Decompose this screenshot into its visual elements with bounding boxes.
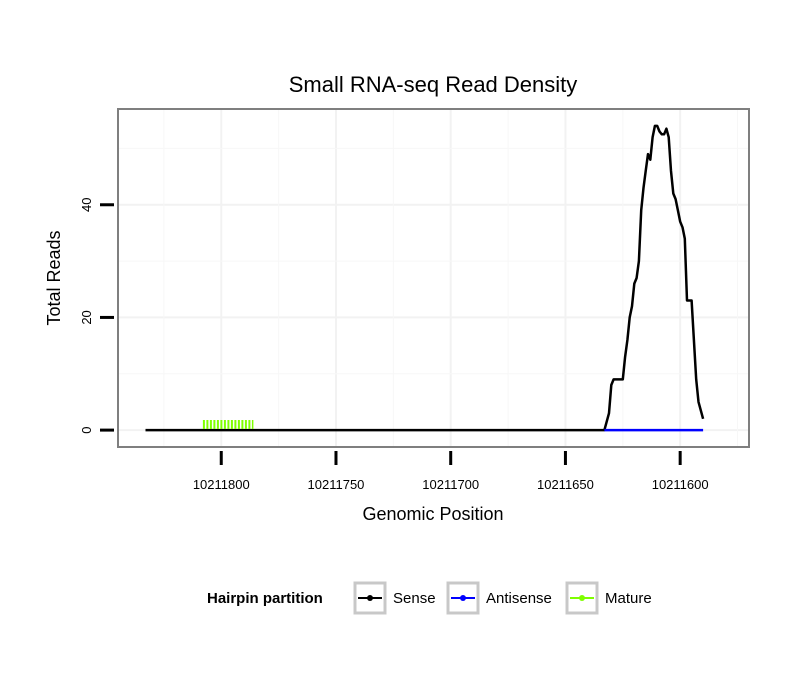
series-sense — [145, 124, 705, 432]
legend-label-antisense: Antisense — [486, 590, 552, 607]
x-tick-label: 10211750 — [308, 477, 365, 492]
legend-key-point-mature — [579, 595, 585, 601]
y-axis-title: Total Reads — [44, 230, 64, 325]
legend-title: Hairpin partition — [207, 590, 323, 607]
legend-label-sense: Sense — [393, 590, 436, 607]
x-tick-label: 10211800 — [193, 477, 250, 492]
x-tick-label: 10211650 — [537, 477, 594, 492]
y-tick-label: 40 — [79, 198, 94, 212]
legend-key-point-antisense — [460, 595, 466, 601]
x-axis: 10211800 10211750 10211700 10211650 10211600 — [193, 451, 709, 492]
y-tick-label: 0 — [79, 426, 94, 433]
plot-border — [117, 108, 750, 448]
legend-label-mature: Mature — [605, 590, 652, 607]
plot-background — [118, 109, 749, 447]
y-axis: 0 20 40 — [79, 198, 114, 434]
series-layer — [145, 124, 705, 432]
legend: Hairpin partition Sense Antisense Mature — [207, 581, 652, 615]
grid-minor — [118, 109, 749, 447]
chart-title: Small RNA-seq Read Density — [289, 72, 578, 97]
legend-key-mature — [565, 581, 599, 615]
x-axis-title: Genomic Position — [362, 504, 503, 524]
legend-key-point-sense — [367, 595, 373, 601]
x-tick-label: 10211700 — [422, 477, 479, 492]
y-tick-label: 20 — [79, 310, 94, 324]
x-tick-label: 10211600 — [652, 477, 709, 492]
